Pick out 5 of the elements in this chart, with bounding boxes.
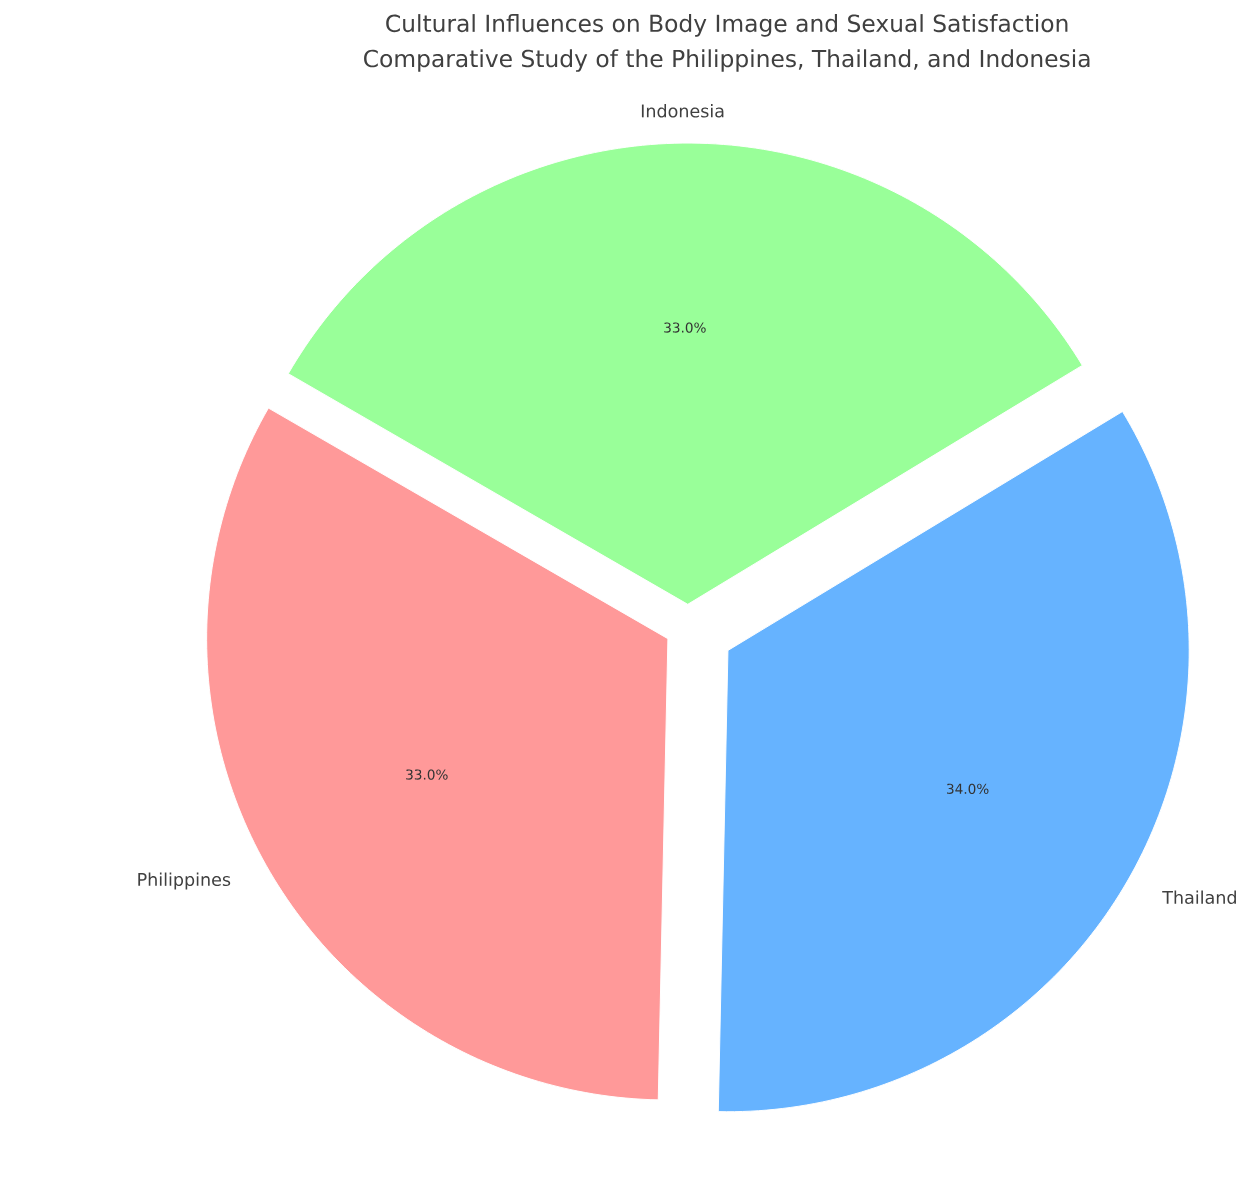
chart-subtitle: Comparative Study of the Philippines, Thailand, and Indonesia bbox=[364, 48, 1090, 72]
chart-title: Cultural Influences on Body Image and Sexual Satisfaction bbox=[386, 13, 1068, 37]
slice-label: Indonesia bbox=[641, 103, 724, 118]
slice-label: Philippines bbox=[138, 872, 231, 890]
slice-label: Thailand bbox=[1162, 890, 1236, 904]
